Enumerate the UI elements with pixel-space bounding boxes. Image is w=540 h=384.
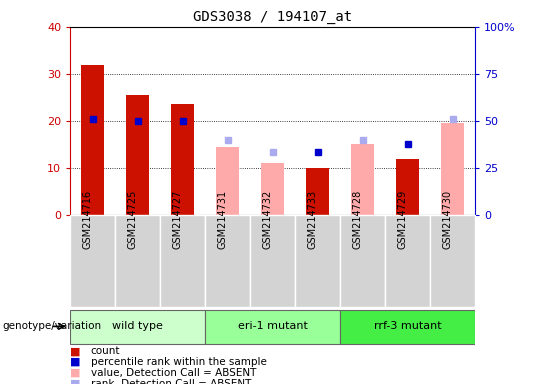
- Bar: [340, 310, 475, 344]
- Title: GDS3038 / 194107_at: GDS3038 / 194107_at: [193, 10, 352, 25]
- Bar: [70, 215, 115, 307]
- Text: rrf-3 mutant: rrf-3 mutant: [374, 321, 442, 331]
- Text: GSM214730: GSM214730: [443, 190, 453, 249]
- Text: ■: ■: [70, 368, 80, 378]
- Text: GSM214729: GSM214729: [397, 190, 408, 249]
- Bar: [352, 144, 374, 215]
- Bar: [340, 215, 385, 307]
- Bar: [160, 215, 205, 307]
- Bar: [430, 215, 475, 307]
- Text: ■: ■: [70, 357, 80, 367]
- Text: value, Detection Call = ABSENT: value, Detection Call = ABSENT: [91, 368, 256, 378]
- Text: GSM214727: GSM214727: [173, 190, 183, 249]
- Bar: [442, 123, 464, 215]
- Text: rank, Detection Call = ABSENT: rank, Detection Call = ABSENT: [91, 379, 251, 384]
- Bar: [126, 95, 149, 215]
- Bar: [307, 168, 329, 215]
- Bar: [70, 310, 205, 344]
- Text: genotype/variation: genotype/variation: [3, 321, 102, 331]
- Bar: [261, 163, 284, 215]
- Bar: [205, 310, 340, 344]
- Bar: [250, 215, 295, 307]
- Bar: [385, 215, 430, 307]
- Text: GSM214732: GSM214732: [262, 190, 273, 249]
- Bar: [172, 104, 194, 215]
- Text: count: count: [91, 346, 120, 356]
- Bar: [217, 147, 239, 215]
- Text: percentile rank within the sample: percentile rank within the sample: [91, 357, 267, 367]
- Text: ■: ■: [70, 346, 80, 356]
- Text: GSM214731: GSM214731: [218, 190, 228, 249]
- Bar: [396, 159, 419, 215]
- Text: GSM214733: GSM214733: [308, 190, 318, 249]
- Text: GSM214725: GSM214725: [127, 190, 138, 249]
- Bar: [115, 215, 160, 307]
- Bar: [82, 65, 104, 215]
- Text: GSM214716: GSM214716: [83, 190, 93, 249]
- Bar: [295, 215, 340, 307]
- Bar: [205, 215, 250, 307]
- Text: GSM214728: GSM214728: [353, 190, 363, 249]
- Text: wild type: wild type: [112, 321, 163, 331]
- Text: ■: ■: [70, 379, 80, 384]
- Text: eri-1 mutant: eri-1 mutant: [238, 321, 308, 331]
